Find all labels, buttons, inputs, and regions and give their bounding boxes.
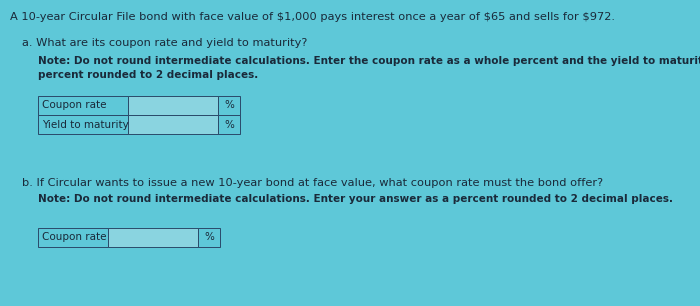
Bar <box>218 96 240 115</box>
Bar <box>128 96 218 115</box>
Bar <box>198 228 220 247</box>
Bar <box>108 228 198 247</box>
Text: %: % <box>204 233 214 242</box>
Text: Note: Do not round intermediate calculations. Enter the coupon rate as a whole p: Note: Do not round intermediate calculat… <box>38 56 700 66</box>
Text: b. If Circular wants to issue a new 10-year bond at face value, what coupon rate: b. If Circular wants to issue a new 10-y… <box>22 178 603 188</box>
Bar <box>38 228 108 247</box>
Bar <box>218 115 240 134</box>
Text: %: % <box>225 120 235 129</box>
Text: Coupon rate: Coupon rate <box>42 233 106 242</box>
Bar <box>38 115 128 134</box>
Text: A 10-year Circular File bond with face value of $1,000 pays interest once a year: A 10-year Circular File bond with face v… <box>10 12 615 22</box>
Bar <box>128 115 218 134</box>
Bar <box>38 96 128 115</box>
Text: Coupon rate: Coupon rate <box>42 100 106 110</box>
Text: Note: Do not round intermediate calculations. Enter your answer as a percent rou: Note: Do not round intermediate calculat… <box>38 194 673 204</box>
Text: percent rounded to 2 decimal places.: percent rounded to 2 decimal places. <box>38 70 258 80</box>
Text: %: % <box>225 100 235 110</box>
Text: a. What are its coupon rate and yield to maturity?: a. What are its coupon rate and yield to… <box>22 38 307 48</box>
Text: Yield to maturity: Yield to maturity <box>42 120 129 129</box>
